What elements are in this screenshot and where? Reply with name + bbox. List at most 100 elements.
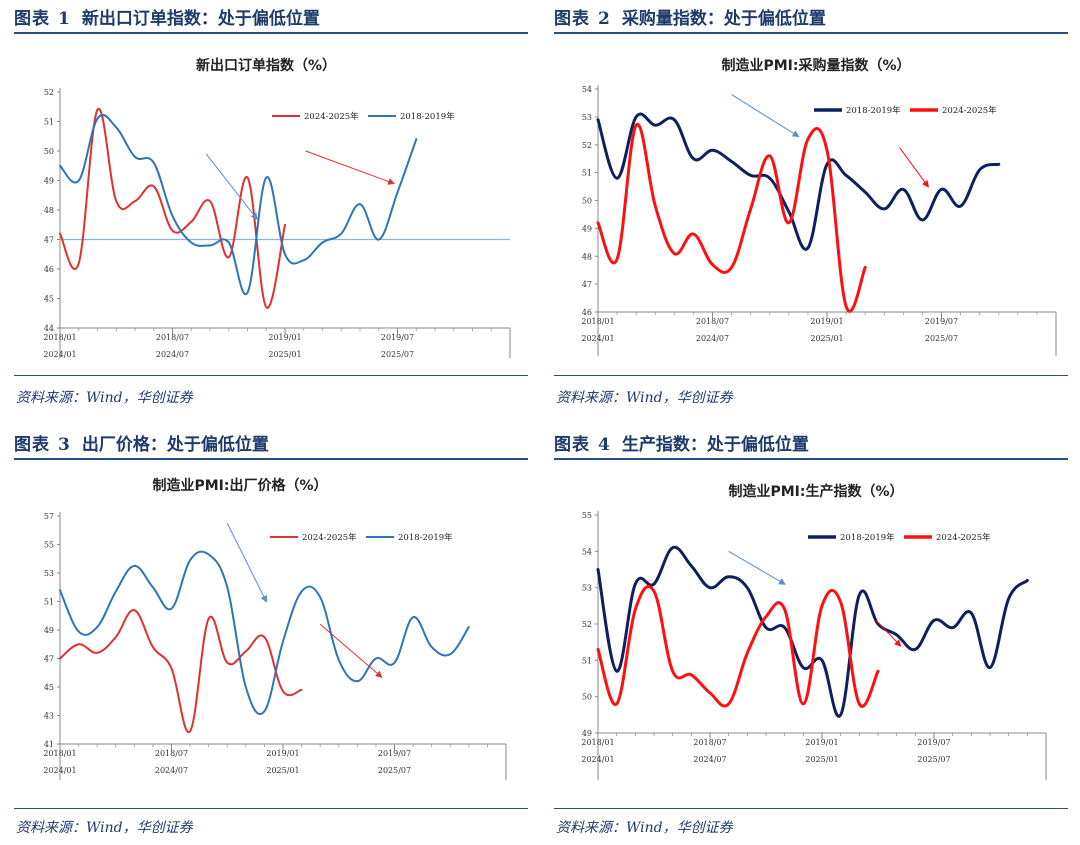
panel-heading: 图表 4 生产指数：处于偏低位置 xyxy=(554,432,1068,460)
x-tick-label: 2019/01 xyxy=(268,333,301,342)
series-points xyxy=(597,547,1028,715)
figure-title: 采购量指数：处于偏低位置 xyxy=(621,9,826,29)
panel-heading: 图表 3 出厂价格：处于偏低位置 xyxy=(14,432,528,460)
source-note: 资料来源：Wind，华创证券 xyxy=(16,820,193,836)
panel-heading: 图表 2 采购量指数：处于偏低位置 xyxy=(554,6,1068,34)
y-tick-label: 54 xyxy=(582,85,592,94)
source-divider xyxy=(554,808,1068,809)
trend-arrow xyxy=(205,153,258,220)
legend-label: 2018-2019年 xyxy=(846,105,901,116)
x-tick-label: 2018/07 xyxy=(696,317,729,326)
y-tick-label: 55 xyxy=(44,541,54,550)
y-tick-label: 51 xyxy=(582,656,592,665)
series-line xyxy=(596,112,1001,251)
y-tick-label: 43 xyxy=(44,712,54,721)
x-tick-label-secondary: 2024/07 xyxy=(156,350,189,359)
y-tick-label: 53 xyxy=(582,113,592,122)
figure-title: 新出口订单指数：处于偏低位置 xyxy=(81,9,320,29)
x-tick-label: 2019/07 xyxy=(925,317,958,326)
legend-label: 2018-2019年 xyxy=(400,111,455,122)
x-tick-label-secondary: 2025/01 xyxy=(810,334,843,343)
trend-arrow xyxy=(319,623,383,678)
figure-label: 图表 xyxy=(14,9,50,29)
series-points xyxy=(597,125,865,307)
y-tick-label: 47 xyxy=(44,655,54,664)
source-divider xyxy=(14,808,528,809)
y-tick-label: 46 xyxy=(44,265,54,274)
x-tick-label: 2018/07 xyxy=(156,333,189,342)
x-tick-label-secondary: 2024/01 xyxy=(581,334,614,343)
panel-4: 图表 4 生产指数：处于偏低位置 制造业PMI:生产指数（%） 49 50 51 52 53 5… xyxy=(554,432,1068,836)
series-line xyxy=(596,585,880,708)
y-tick-label: 47 xyxy=(44,236,54,245)
trend-arrow xyxy=(875,620,902,647)
y-tick-label: 52 xyxy=(44,88,54,97)
y-tick-label: 49 xyxy=(44,626,54,635)
y-tick-label: 49 xyxy=(582,224,592,233)
x-tick-label: 2019/01 xyxy=(266,749,299,758)
y-tick-label: 57 xyxy=(44,512,54,521)
legend-label: 2024-2025年 xyxy=(304,111,359,122)
source-divider xyxy=(554,375,1068,376)
trend-arrow xyxy=(728,550,786,585)
x-tick-label: 2019/07 xyxy=(917,738,950,747)
trend-arrow xyxy=(899,147,929,188)
y-tick-label: 52 xyxy=(582,141,592,150)
y-tick-label: 55 xyxy=(582,511,592,520)
y-tick-label: 44 xyxy=(44,324,54,333)
figure-number: 3 xyxy=(58,435,70,455)
y-tick-label: 47 xyxy=(582,280,592,289)
y-tick-label: 51 xyxy=(44,598,54,607)
x-tick-label: 2019/01 xyxy=(810,317,843,326)
series-points xyxy=(59,554,469,712)
x-tick-label: 2018/01 xyxy=(581,317,614,326)
y-tick-label: 41 xyxy=(44,740,54,749)
figure-number: 2 xyxy=(598,9,610,29)
legend-label: 2018-2019年 xyxy=(398,532,453,543)
x-tick-label: 2018/07 xyxy=(693,738,726,747)
y-tick-label: 52 xyxy=(582,620,592,629)
y-tick-label: 49 xyxy=(582,729,592,738)
figure-label: 图表 xyxy=(554,9,590,29)
x-tick-label: 2019/01 xyxy=(805,738,838,747)
series-line xyxy=(59,550,470,716)
chart-container: 新出口订单指数（%） 44 45 46 47 48 49 50 51 52 2018/01 2024/… xyxy=(14,36,528,366)
y-tick-label: 53 xyxy=(582,584,592,593)
x-tick-label-secondary: 2024/07 xyxy=(155,766,188,775)
x-tick-label-secondary: 2024/07 xyxy=(693,755,726,764)
x-tick-label: 2018/01 xyxy=(43,749,76,758)
chart-title: 制造业PMI:出厂价格（%） xyxy=(152,477,327,494)
figure-title: 生产指数：处于偏低位置 xyxy=(621,435,809,455)
series-line xyxy=(596,122,867,313)
x-tick-label-secondary: 2025/07 xyxy=(381,350,414,359)
trend-arrow xyxy=(226,522,267,603)
trend-arrow xyxy=(305,150,396,185)
y-tick-label: 54 xyxy=(582,547,592,556)
chart-title: 新出口订单指数（%） xyxy=(196,57,336,74)
x-tick-label-secondary: 2025/07 xyxy=(917,755,950,764)
source-note: 资料来源：Wind，华创证券 xyxy=(16,390,193,406)
y-tick-label: 51 xyxy=(44,118,54,127)
x-tick-label: 2018/01 xyxy=(581,738,614,747)
legend-label: 2024-2025年 xyxy=(942,105,997,116)
x-tick-label-secondary: 2024/07 xyxy=(696,334,729,343)
x-tick-label-secondary: 2025/01 xyxy=(805,755,838,764)
x-tick-label-secondary: 2025/01 xyxy=(266,766,299,775)
figure-label: 图表 xyxy=(554,435,590,455)
y-tick-label: 51 xyxy=(582,169,592,178)
x-tick-label-secondary: 2025/07 xyxy=(378,766,411,775)
series-line xyxy=(59,113,418,296)
x-tick-label: 2019/07 xyxy=(378,749,411,758)
line-chart-output-price: 制造业PMI:出厂价格（%） 41 43 45 47 49 51 53 55 57 2018/01 2… xyxy=(43,477,507,780)
x-tick-label-secondary: 2025/07 xyxy=(925,334,958,343)
series-line xyxy=(596,545,1029,718)
y-tick-label: 45 xyxy=(44,683,54,692)
chart-title: 制造业PMI:生产指数（%） xyxy=(728,483,903,500)
y-tick-label: 48 xyxy=(44,206,54,215)
figure-number: 4 xyxy=(598,435,610,455)
series-line xyxy=(59,107,286,309)
series-line xyxy=(59,609,303,734)
figure-label: 图表 xyxy=(14,435,50,455)
source-note: 资料来源：Wind，华创证券 xyxy=(556,390,733,406)
y-tick-label: 50 xyxy=(582,197,592,206)
